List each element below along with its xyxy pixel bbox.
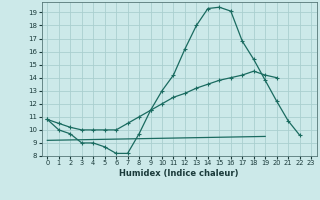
X-axis label: Humidex (Indice chaleur): Humidex (Indice chaleur) [119, 169, 239, 178]
